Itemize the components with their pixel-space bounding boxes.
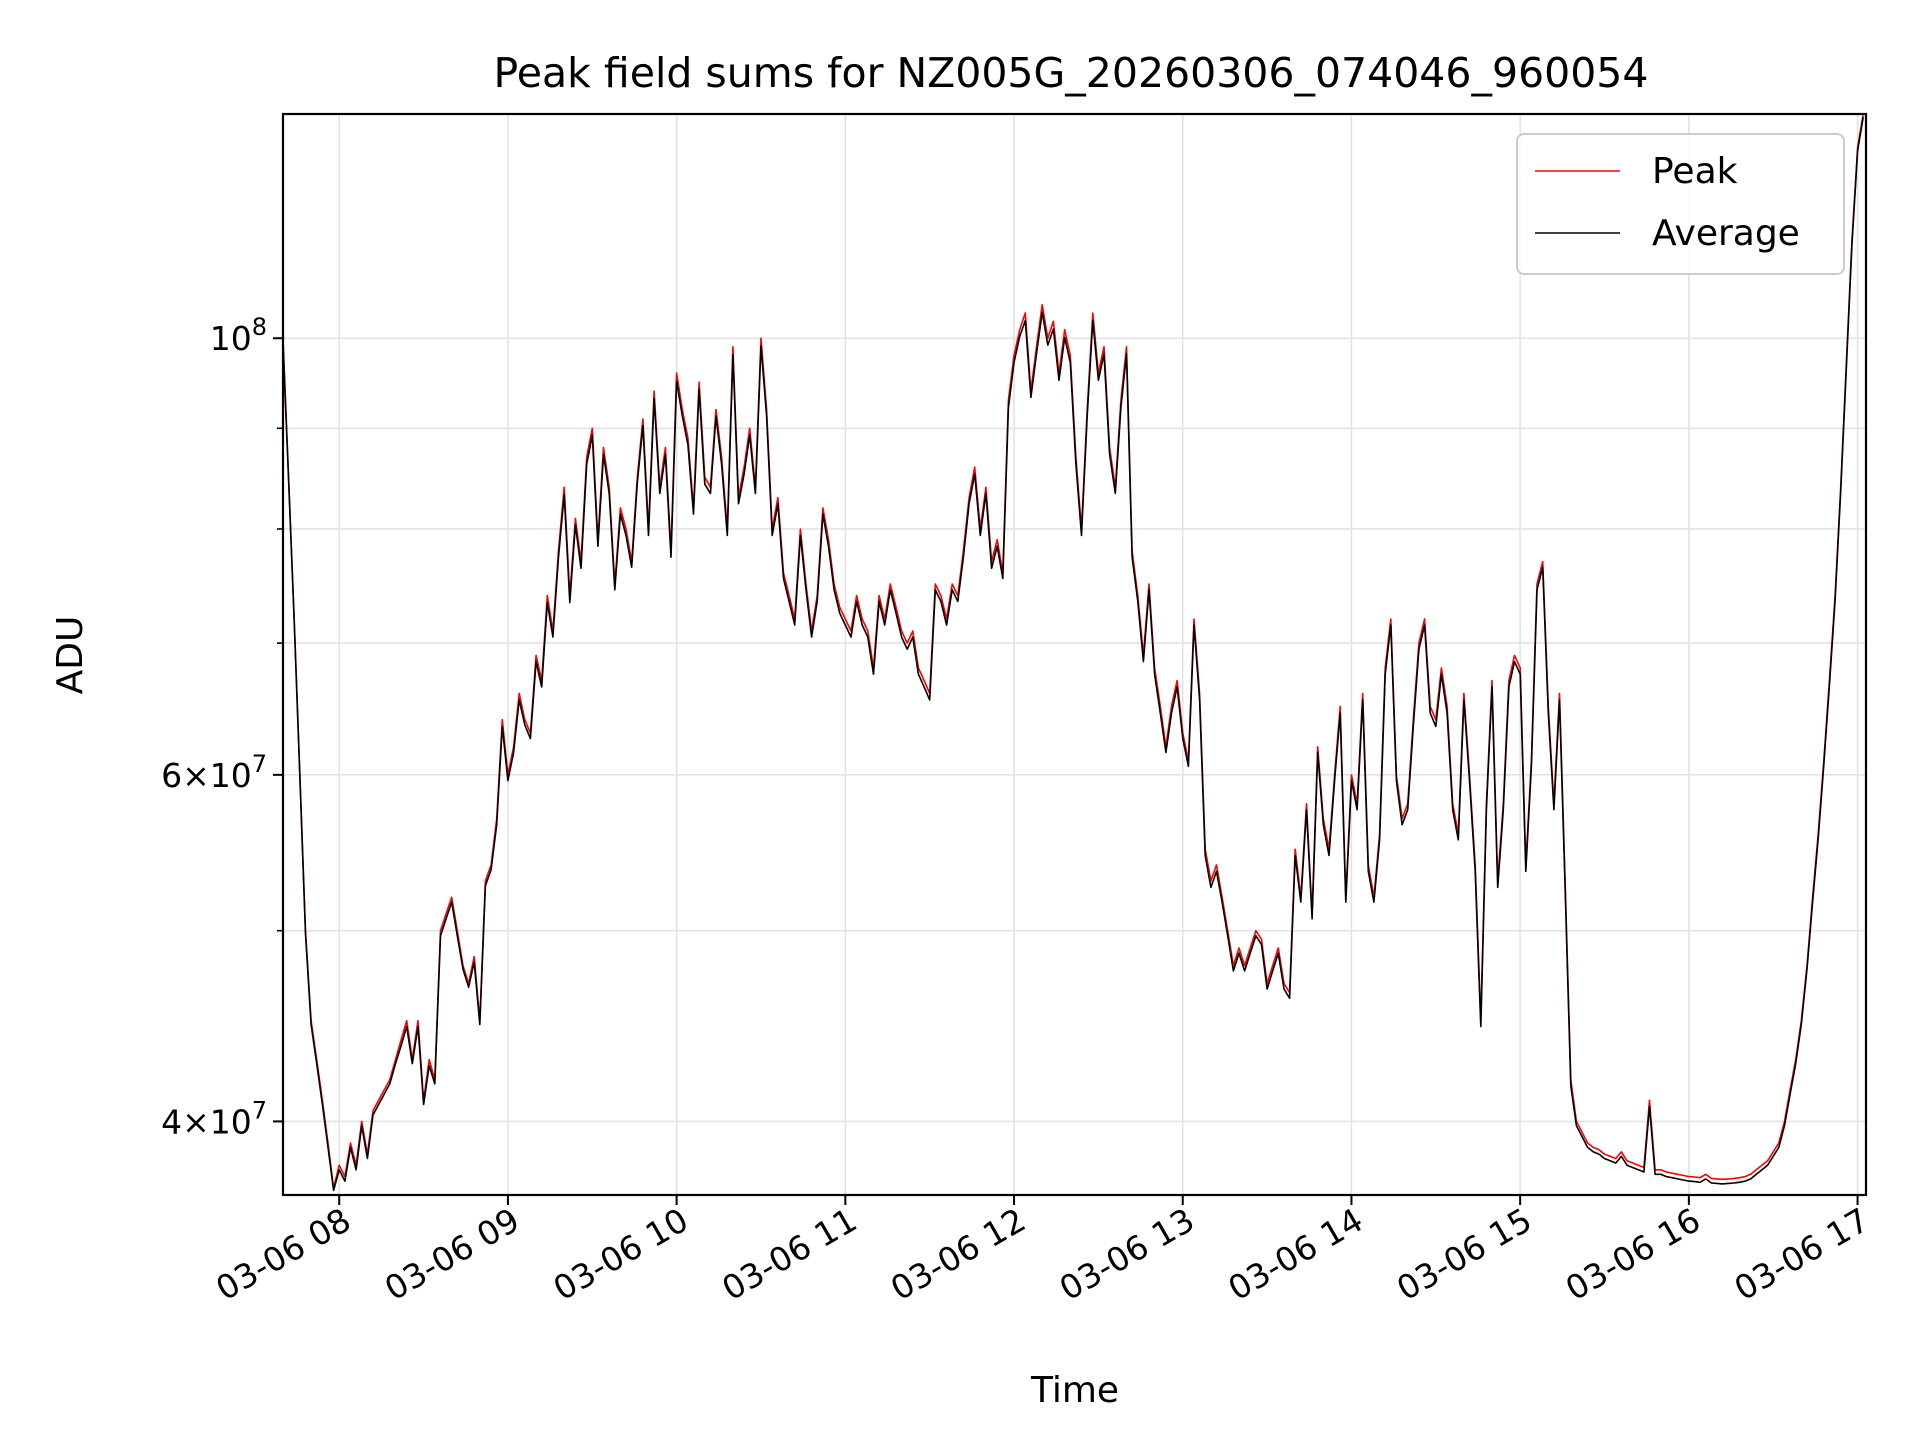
y-tick-label: 6×107	[161, 750, 267, 795]
y-tick-exponent: 7	[252, 750, 267, 778]
x-tick-label: 03-06 09	[378, 1200, 526, 1308]
series-lines	[283, 114, 1864, 1192]
chart-title: Peak field sums for NZ005G_20260306_0740…	[494, 49, 1649, 97]
y-tick-label: 4×107	[161, 1096, 267, 1141]
x-tick-label: 03-06 11	[715, 1200, 863, 1308]
y-tick-label: 108	[210, 313, 267, 358]
legend: Peak Average	[1516, 133, 1845, 275]
x-tick-label: 03-06 17	[1728, 1200, 1876, 1308]
x-tick-label: 03-06 16	[1559, 1200, 1707, 1308]
x-tick-label: 03-06 10	[547, 1200, 695, 1308]
y-tick-exponent: 7	[252, 1096, 267, 1124]
y-axis-label: ADU	[50, 616, 91, 695]
y-tick-mantissa: 4	[161, 1102, 182, 1141]
x-tick-label: 03-06 08	[209, 1200, 357, 1308]
legend-box	[1516, 133, 1845, 275]
x-tick-label: 03-06 14	[1221, 1200, 1369, 1308]
grid-lines	[283, 114, 1866, 1195]
x-tick-label: 03-06 12	[884, 1200, 1032, 1308]
x-axis-label: Time	[1030, 1370, 1119, 1411]
y-tick-mantissa: 6	[161, 756, 182, 795]
legend-label-peak: Peak	[1652, 151, 1738, 192]
x-tick-label: 03-06 15	[1390, 1200, 1538, 1308]
y-tick-base: 10	[210, 319, 252, 358]
series-line-peak	[283, 114, 1864, 1189]
y-tick-times: ×10	[182, 756, 252, 795]
plot-area-frame	[281, 112, 1868, 1197]
x-axis-ticks: 03-06 08 03-06 09 03-06 10 03-06 11 03-06 12…	[209, 1195, 1876, 1308]
legend-label-average: Average	[1652, 213, 1800, 254]
y-tick-times: ×10	[182, 1102, 252, 1141]
series-line-average	[283, 117, 1864, 1192]
y-tick-exponent: 8	[252, 313, 267, 341]
x-tick-label: 03-06 13	[1053, 1200, 1201, 1308]
